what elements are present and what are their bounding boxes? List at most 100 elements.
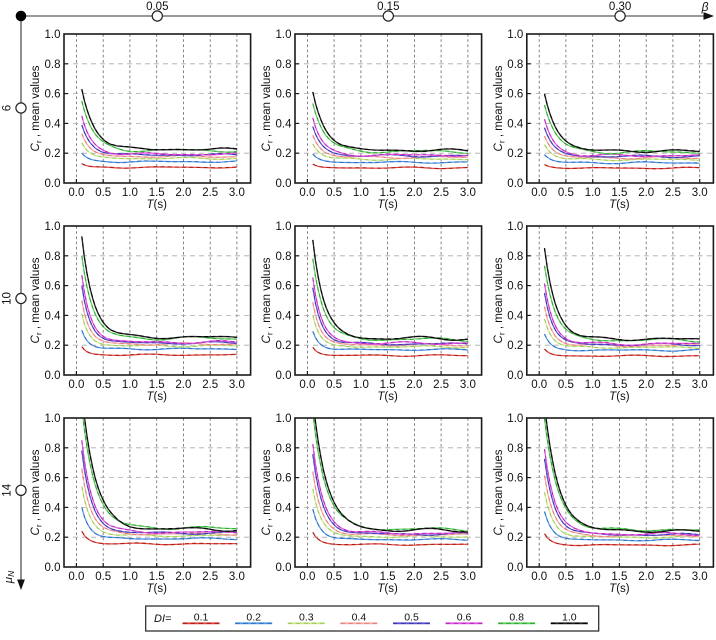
svg-text:0.5: 0.5 [558, 379, 574, 391]
svg-text:10: 10 [2, 292, 14, 305]
svg-text:1.0: 1.0 [507, 221, 523, 233]
svg-text:0.5: 0.5 [558, 187, 574, 199]
svg-text:1.0: 1.0 [507, 29, 523, 41]
svg-text:0.2: 0.2 [276, 148, 292, 160]
svg-text:2.0: 2.0 [406, 187, 422, 199]
svg-text:1.0: 1.0 [276, 413, 292, 425]
svg-text:0.8: 0.8 [507, 251, 523, 263]
svg-text:0.4: 0.4 [352, 612, 367, 624]
svg-text:μN: μN [3, 570, 16, 584]
svg-text:T(s): T(s) [377, 199, 398, 211]
svg-text:1.0: 1.0 [353, 379, 369, 391]
svg-text:0.0: 0.0 [276, 562, 292, 574]
svg-text:0.0: 0.0 [531, 379, 547, 391]
svg-text:0.15: 0.15 [377, 1, 399, 13]
svg-text:0.4: 0.4 [507, 502, 524, 514]
svg-text:2.5: 2.5 [433, 379, 449, 391]
svg-text:0.0: 0.0 [276, 370, 292, 382]
svg-text:0.0: 0.0 [299, 571, 315, 583]
svg-text:0.05: 0.05 [146, 1, 168, 13]
svg-text:0.6: 0.6 [457, 612, 472, 624]
svg-text:0.6: 0.6 [276, 281, 292, 293]
svg-text:0.6: 0.6 [45, 473, 61, 485]
svg-text:1.0: 1.0 [122, 187, 138, 199]
svg-text:0.8: 0.8 [507, 443, 523, 455]
svg-text:0.8: 0.8 [507, 59, 523, 71]
svg-text:2.5: 2.5 [433, 187, 449, 199]
svg-text:0.5: 0.5 [404, 612, 419, 624]
svg-text:0.3: 0.3 [299, 612, 314, 624]
svg-text:0.2: 0.2 [507, 340, 523, 352]
svg-text:0.0: 0.0 [507, 370, 523, 382]
svg-text:3.0: 3.0 [229, 379, 245, 391]
svg-text:0.0: 0.0 [531, 571, 547, 583]
svg-text:2.0: 2.0 [406, 571, 422, 583]
svg-text:0.0: 0.0 [45, 370, 61, 382]
svg-text:3.0: 3.0 [229, 187, 245, 199]
svg-text:0.1: 0.1 [194, 612, 209, 624]
svg-text:1.0: 1.0 [507, 413, 523, 425]
svg-text:T(s): T(s) [146, 583, 167, 595]
svg-text:3.0: 3.0 [692, 571, 708, 583]
svg-text:1.5: 1.5 [149, 187, 165, 199]
svg-text:0.8: 0.8 [509, 612, 524, 624]
svg-text:3.0: 3.0 [229, 571, 245, 583]
svg-text:3.0: 3.0 [460, 187, 476, 199]
svg-text:0.4: 0.4 [276, 502, 293, 514]
svg-text:1.0: 1.0 [122, 379, 138, 391]
svg-text:1.5: 1.5 [611, 187, 627, 199]
svg-text:0.2: 0.2 [276, 340, 292, 352]
svg-text:0.2: 0.2 [276, 532, 292, 544]
svg-text:1.0: 1.0 [562, 612, 577, 624]
svg-text:0.6: 0.6 [507, 473, 523, 485]
svg-text:0.8: 0.8 [45, 251, 61, 263]
svg-text:1.0: 1.0 [276, 221, 292, 233]
svg-text:2.5: 2.5 [665, 187, 681, 199]
svg-text:Cr , mean values: Cr , mean values [30, 65, 44, 151]
svg-text:DI=: DI= [154, 613, 172, 625]
svg-text:Cr , mean values: Cr , mean values [493, 257, 507, 343]
svg-text:0.6: 0.6 [507, 89, 523, 101]
svg-text:2.0: 2.0 [406, 379, 422, 391]
svg-text:T(s): T(s) [609, 391, 630, 403]
svg-text:1.5: 1.5 [380, 571, 396, 583]
svg-text:0.6: 0.6 [45, 281, 61, 293]
svg-text:Cr , mean values: Cr , mean values [493, 65, 507, 151]
svg-text:0.6: 0.6 [276, 473, 292, 485]
svg-text:0.8: 0.8 [276, 59, 292, 71]
svg-text:2.0: 2.0 [638, 571, 654, 583]
svg-text:1.5: 1.5 [611, 571, 627, 583]
svg-text:0.0: 0.0 [507, 562, 523, 574]
svg-text:0.8: 0.8 [276, 443, 292, 455]
svg-text:0.5: 0.5 [326, 187, 342, 199]
svg-text:0.5: 0.5 [95, 187, 111, 199]
svg-text:2.5: 2.5 [202, 187, 218, 199]
svg-text:0.6: 0.6 [45, 89, 61, 101]
svg-text:0.6: 0.6 [507, 281, 523, 293]
svg-text:1.5: 1.5 [380, 379, 396, 391]
svg-text:0.2: 0.2 [45, 532, 61, 544]
svg-text:0.0: 0.0 [45, 562, 61, 574]
svg-text:0.2: 0.2 [507, 148, 523, 160]
svg-text:0.8: 0.8 [45, 443, 61, 455]
svg-text:1.5: 1.5 [611, 379, 627, 391]
svg-text:0.0: 0.0 [507, 178, 523, 190]
svg-text:3.0: 3.0 [460, 379, 476, 391]
svg-text:0.0: 0.0 [299, 187, 315, 199]
svg-text:1.0: 1.0 [353, 187, 369, 199]
svg-text:1.0: 1.0 [122, 571, 138, 583]
svg-text:β: β [701, 0, 709, 14]
svg-text:T(s): T(s) [609, 199, 630, 211]
svg-text:Cr , mean values: Cr , mean values [261, 65, 275, 151]
svg-text:2.5: 2.5 [202, 571, 218, 583]
svg-text:0.6: 0.6 [276, 89, 292, 101]
svg-text:0.0: 0.0 [68, 571, 84, 583]
svg-text:0.4: 0.4 [45, 310, 62, 322]
svg-text:2.5: 2.5 [665, 379, 681, 391]
svg-text:2.0: 2.0 [175, 187, 191, 199]
svg-text:0.4: 0.4 [276, 310, 293, 322]
svg-text:0.5: 0.5 [326, 571, 342, 583]
svg-text:2.5: 2.5 [202, 379, 218, 391]
svg-text:0.0: 0.0 [68, 379, 84, 391]
svg-text:0.4: 0.4 [507, 310, 524, 322]
